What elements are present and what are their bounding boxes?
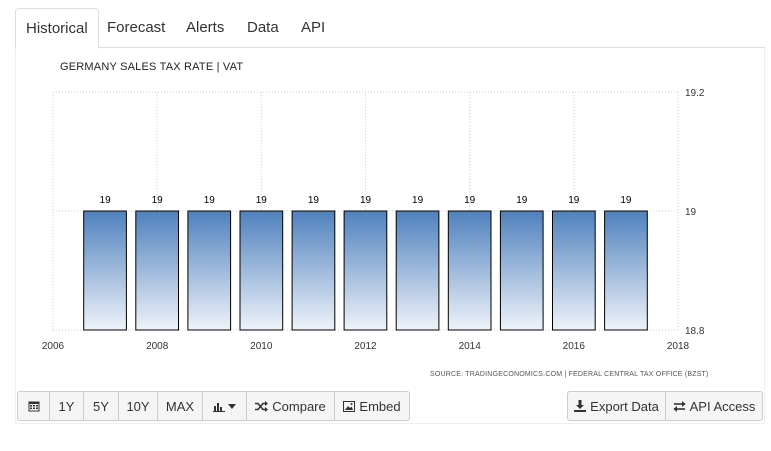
y-tick-label-19: 19 <box>685 207 697 218</box>
data-label-2011: 19 <box>308 195 320 206</box>
data-label-2007: 19 <box>100 195 112 206</box>
range-max-button[interactable]: MAX <box>157 391 203 421</box>
export-toolbar: Export Data API Access <box>567 391 763 421</box>
y-tick-label-18.8: 18.8 <box>685 326 705 337</box>
compare-button[interactable]: Compare <box>246 391 335 421</box>
bar-2007[interactable] <box>83 210 127 331</box>
data-label-2010: 19 <box>256 195 268 206</box>
calendar-button[interactable] <box>17 391 50 421</box>
data-label-2015: 19 <box>516 195 528 206</box>
tab-bar: Historical Forecast Alerts Data API <box>0 0 771 49</box>
bar-2008[interactable] <box>135 210 180 331</box>
data-label-2017: 19 <box>620 195 632 206</box>
tab-data[interactable]: Data <box>247 19 279 36</box>
bar-2012[interactable] <box>343 210 388 331</box>
chevron-down-icon <box>228 403 236 409</box>
export-data-label: Export Data <box>590 398 659 414</box>
bar-2010[interactable] <box>239 210 284 331</box>
calendar-icon <box>28 400 40 412</box>
tab-historical[interactable]: Historical <box>15 8 99 49</box>
data-label-2008: 19 <box>152 195 164 206</box>
x-tick-label-2010: 2010 <box>250 341 273 352</box>
chart-type-button[interactable] <box>202 391 247 421</box>
chart-title: GERMANY SALES TAX RATE | VAT <box>60 61 244 73</box>
x-tick-label-2016: 2016 <box>563 341 586 352</box>
bar-2015[interactable] <box>499 210 544 331</box>
api-access-button[interactable]: API Access <box>665 391 763 421</box>
data-label-2014: 19 <box>464 195 476 206</box>
shuffle-icon <box>255 400 269 412</box>
data-label-2013: 19 <box>412 195 424 206</box>
bar-2017[interactable] <box>604 210 648 331</box>
data-label-2012: 19 <box>360 195 372 206</box>
x-tick-label-2008: 2008 <box>146 341 169 352</box>
bar-2011[interactable] <box>291 210 336 331</box>
range-10y-button[interactable]: 10Y <box>118 391 158 421</box>
x-tick-label-2018: 2018 <box>667 341 690 352</box>
y-tick-label-19.2: 19.2 <box>685 88 705 99</box>
tab-bar-divider <box>15 47 765 48</box>
x-tick-label-2014: 2014 <box>459 341 482 352</box>
tab-alerts[interactable]: Alerts <box>186 19 225 36</box>
range-toolbar: 1Y 5Y 10Y MAX Compare <box>17 391 410 421</box>
download-icon <box>574 400 587 412</box>
chart-panel <box>15 48 765 424</box>
bar-2009[interactable] <box>187 210 232 331</box>
tab-forecast[interactable]: Forecast <box>107 19 166 36</box>
exchange-icon <box>673 400 686 412</box>
x-tick-label-2012: 2012 <box>354 341 377 352</box>
embed-button[interactable]: Embed <box>334 391 410 421</box>
compare-label: Compare <box>272 398 326 414</box>
range-1y-button[interactable]: 1Y <box>49 391 84 421</box>
api-access-label: API Access <box>689 398 756 414</box>
image-icon <box>343 400 356 412</box>
x-tick-label-2006: 2006 <box>42 341 65 352</box>
embed-label: Embed <box>359 398 401 414</box>
data-label-2009: 19 <box>204 195 216 206</box>
bar-2014[interactable] <box>447 210 492 331</box>
export-data-button[interactable]: Export Data <box>567 391 666 421</box>
range-5y-button[interactable]: 5Y <box>83 391 119 421</box>
tab-api[interactable]: API <box>301 19 326 36</box>
chart-source: SOURCE: TRADINGECONOMICS.COM | FEDERAL C… <box>430 371 709 378</box>
bar-2016[interactable] <box>552 210 596 331</box>
bar-2013[interactable] <box>395 210 440 331</box>
bar-chart-icon <box>213 401 225 412</box>
data-label-2016: 19 <box>568 195 580 206</box>
